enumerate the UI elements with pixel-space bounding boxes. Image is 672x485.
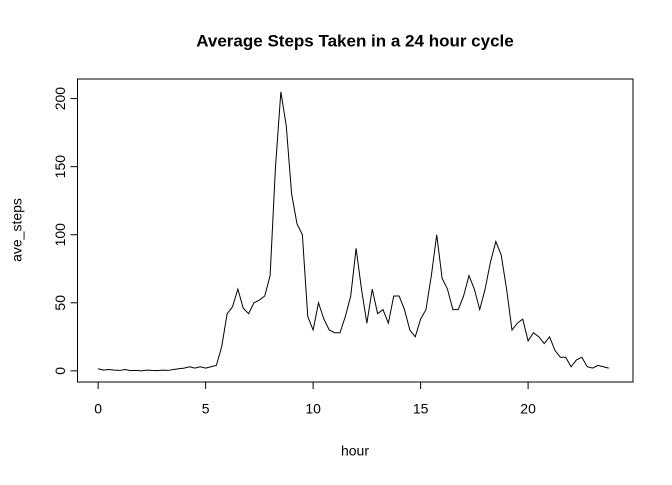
y-tick-label: 0 (52, 367, 68, 375)
chart-title: Average Steps Taken in a 24 hour cycle (196, 31, 513, 50)
x-axis-label: hour (341, 443, 369, 459)
data-line (98, 91, 609, 372)
y-tick-label: 100 (52, 223, 68, 247)
x-tick-label: 5 (202, 401, 210, 417)
y-tick-label: 50 (52, 295, 68, 311)
x-tick-label: 10 (305, 401, 321, 417)
y-tick-label: 200 (52, 87, 68, 111)
plot-box (77, 78, 634, 383)
x-tick-label: 20 (520, 401, 536, 417)
x-tick-label: 0 (94, 401, 102, 417)
x-tick-label: 15 (413, 401, 429, 417)
y-axis-label: ave_steps (9, 198, 25, 262)
y-tick-label: 150 (52, 155, 68, 179)
